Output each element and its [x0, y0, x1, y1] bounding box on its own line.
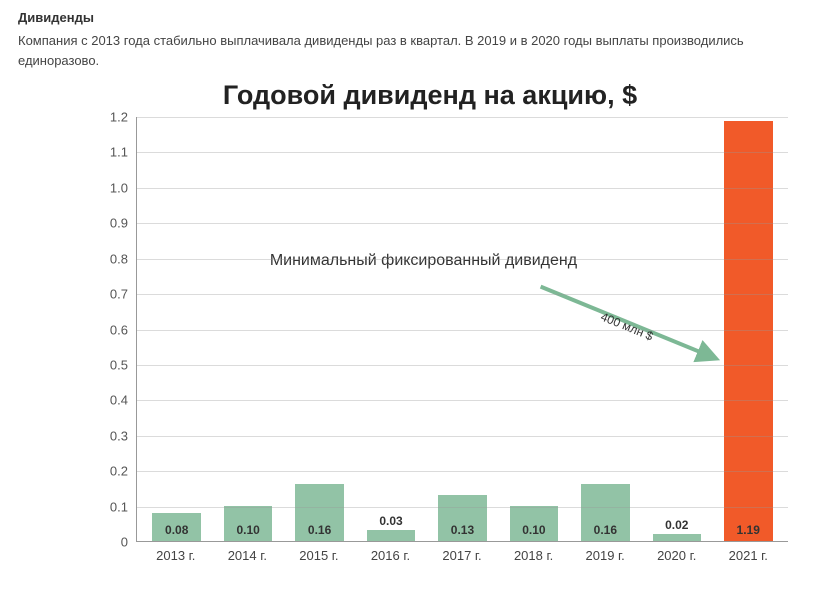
gridline — [136, 400, 788, 401]
x-tick-label: 2013 г. — [140, 542, 212, 572]
section-title: Дивиденды — [0, 0, 819, 31]
bar-value-label: 0.16 — [594, 523, 617, 537]
gridline — [136, 223, 788, 224]
gridline — [136, 188, 788, 189]
bar: 0.16 — [581, 484, 630, 541]
gridline — [136, 117, 788, 118]
y-tick-label: 0 — [88, 535, 128, 550]
y-tick-label: 1.1 — [88, 145, 128, 160]
gridline — [136, 436, 788, 437]
y-tick-label: 1.0 — [88, 180, 128, 195]
bar-value-label: 0.10 — [236, 523, 259, 537]
bar-value-label: 1.19 — [737, 523, 760, 537]
chart-annotation: Минимальный фиксированный дивиденд — [270, 252, 577, 270]
bar-value-label: 0.16 — [308, 523, 331, 537]
section-description: Компания с 2013 года стабильно выплачива… — [0, 31, 819, 80]
bar-value-label: 0.08 — [165, 523, 188, 537]
x-tick-label: 2021 г. — [713, 542, 785, 572]
gridline — [136, 471, 788, 472]
y-tick-label: 0.5 — [88, 357, 128, 372]
y-tick-label: 1.2 — [88, 110, 128, 125]
y-tick-label: 0.8 — [88, 251, 128, 266]
bar-value-label: 0.10 — [522, 523, 545, 537]
x-tick-label: 2018 г. — [498, 542, 570, 572]
y-tick-label: 0.2 — [88, 464, 128, 479]
x-tick-label: 2014 г. — [212, 542, 284, 572]
y-tick-label: 0.1 — [88, 499, 128, 514]
y-tick-label: 0.6 — [88, 322, 128, 337]
bar: 0.08 — [152, 513, 201, 541]
x-tick-label: 2017 г. — [426, 542, 498, 572]
x-tick-label: 2020 г. — [641, 542, 713, 572]
y-tick-label: 0.4 — [88, 393, 128, 408]
gridline — [136, 294, 788, 295]
x-tick-label: 2015 г. — [283, 542, 355, 572]
y-axis: 00.10.20.30.40.50.60.70.80.91.01.11.2 — [88, 117, 136, 542]
bar-value-label: 0.03 — [379, 514, 402, 528]
bar: 0.03 — [367, 530, 416, 541]
bar: 1.19 — [724, 121, 773, 541]
gridline — [136, 259, 788, 260]
bar: 0.16 — [295, 484, 344, 541]
gridline — [136, 365, 788, 366]
y-tick-label: 0.9 — [88, 216, 128, 231]
gridline — [136, 152, 788, 153]
x-axis: 2013 г.2014 г.2015 г.2016 г.2017 г.2018 … — [136, 542, 788, 572]
bar: 0.02 — [653, 534, 702, 541]
dividend-chart: Годовой дивиденд на акцию, $ 0 0.1 0.2 0.3 0… — [60, 80, 800, 600]
bar: 0.13 — [438, 495, 487, 541]
bar: 0.10 — [510, 506, 559, 541]
gridline — [136, 507, 788, 508]
chart-title: Годовой дивиденд на акцию, $ — [60, 80, 800, 111]
y-tick-label: 0.3 — [88, 428, 128, 443]
gridline — [136, 330, 788, 331]
bar-value-label: 0.13 — [451, 523, 474, 537]
chart-plot-area: 00.10.20.30.40.50.60.70.80.91.01.11.2 0.… — [88, 117, 788, 572]
x-tick-label: 2019 г. — [569, 542, 641, 572]
bar-value-label: 0.02 — [665, 518, 688, 532]
bar: 0.10 — [224, 506, 273, 541]
x-tick-label: 2016 г. — [355, 542, 427, 572]
y-tick-label: 0.7 — [88, 287, 128, 302]
